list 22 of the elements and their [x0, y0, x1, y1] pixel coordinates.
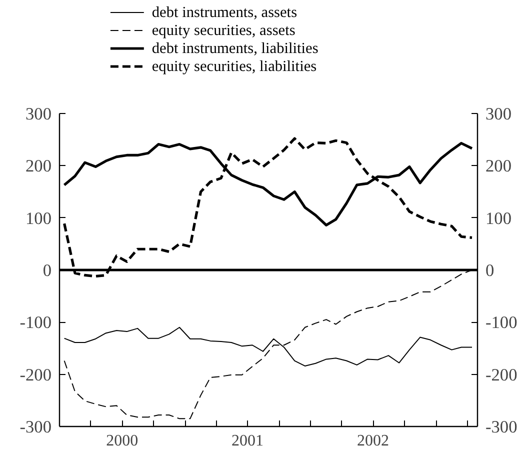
- legend-label: equity securities, liabilities: [152, 58, 317, 75]
- y2-tick-label: -100: [486, 313, 518, 332]
- legend-label: debt instruments, assets: [152, 4, 298, 21]
- y2-tick-label: -200: [486, 365, 518, 384]
- y2-tick-label: 200: [486, 156, 512, 176]
- y2-tick-label: -300: [486, 418, 518, 436]
- y-tick-label: 100: [26, 208, 52, 228]
- y-tick-label: 0: [42, 261, 52, 280]
- y-tick-label: -200: [20, 365, 52, 384]
- y-tick-label: -100: [20, 313, 52, 332]
- y-tick-label: 300: [26, 104, 52, 124]
- y2-tick-label: 100: [486, 208, 512, 228]
- x-tick-label: 2000: [106, 432, 138, 450]
- x-tick-label: 2001: [232, 432, 264, 450]
- x-tick-label: 2002: [357, 432, 389, 450]
- y-tick-label: 200: [26, 156, 52, 176]
- line-series: [63, 137, 474, 278]
- y-tick-label: -300: [20, 418, 52, 436]
- legend-label: debt instruments, liabilities: [152, 40, 318, 57]
- y2-tick-label: 0: [486, 261, 494, 280]
- y2-tick-label: 300: [486, 104, 512, 124]
- legend-label: equity securities, assets: [152, 22, 296, 39]
